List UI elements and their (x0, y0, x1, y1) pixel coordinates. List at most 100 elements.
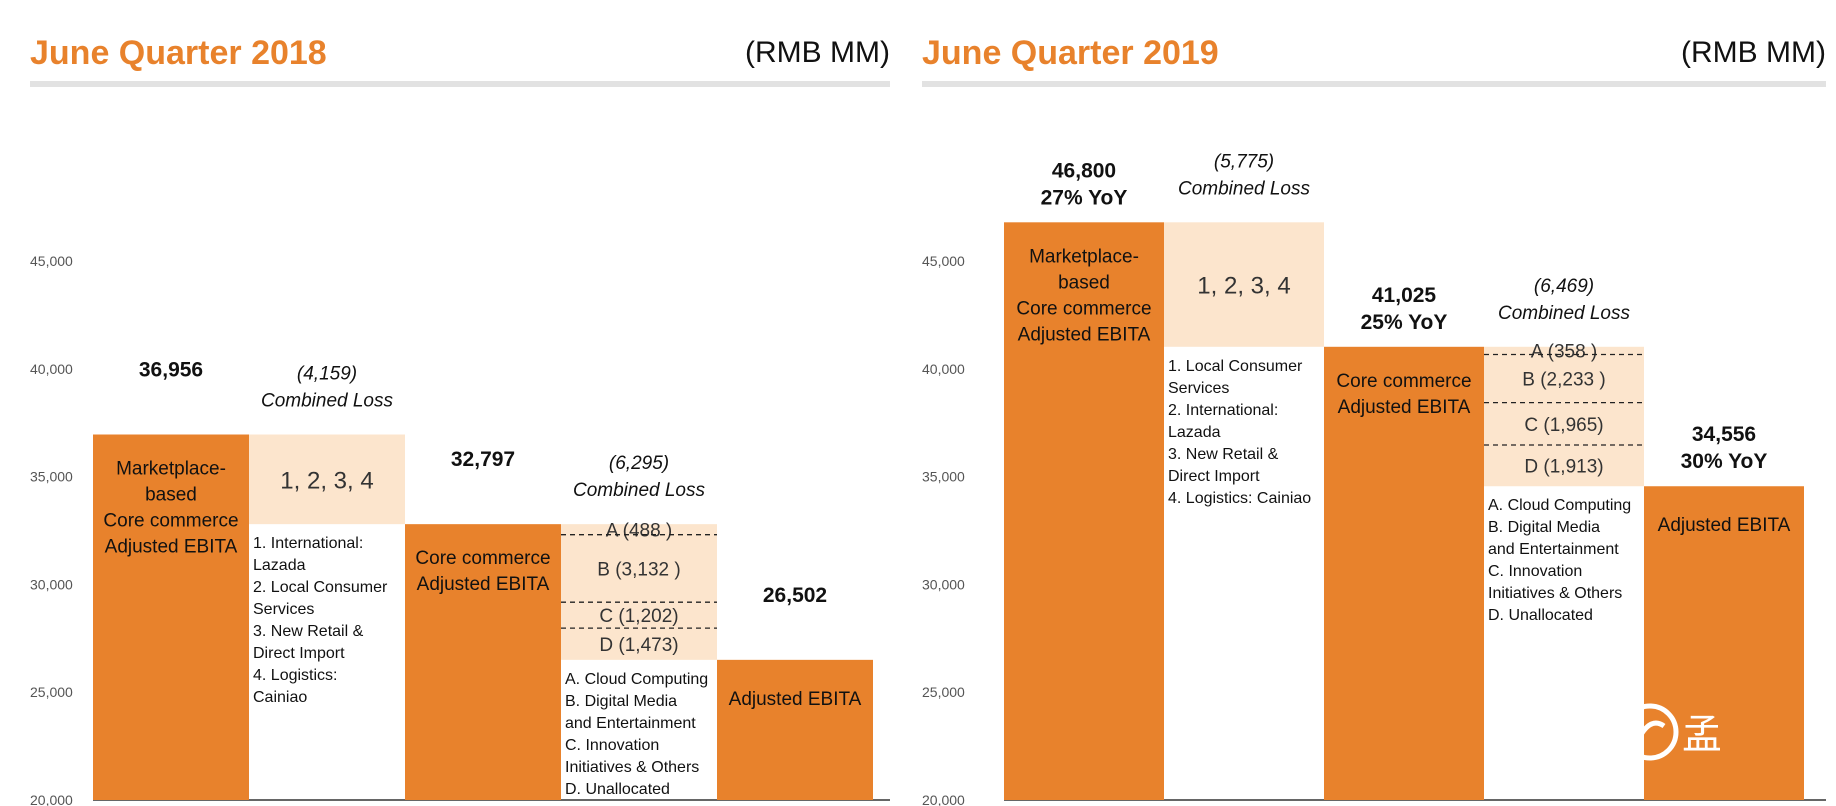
loss-list-item: Direct Import (253, 645, 345, 662)
unit-label: (RMB MM) (1681, 36, 1826, 69)
loss-bar (1164, 222, 1324, 347)
loss-bar (249, 434, 405, 525)
total-bar-group: 36,956 Marketplace-based Core commerce Adju… (93, 359, 249, 800)
total-bar (1004, 222, 1164, 801)
loss-inner-label: 1, 2, 3, 4 (280, 467, 373, 494)
loss-bar-group: (6,469) Combined Loss A (358 ) B (2,233 ) C … (1484, 276, 1644, 624)
loss-list-item: D. Unallocated (565, 781, 670, 798)
loss-list-item: and Entertainment (1488, 541, 1619, 558)
loss-segment-label: A (358 ) (1531, 342, 1598, 363)
bar-inner-label: based (1058, 272, 1110, 293)
bar-yoy-label: 25% YoY (1361, 311, 1448, 334)
loss-list-item: Initiatives & Others (1488, 585, 1622, 602)
bar-inner-label: Core commerce (415, 548, 550, 569)
loss-value-label: (5,775) (1214, 151, 1274, 172)
y-tick-label: 20,000 (922, 792, 965, 806)
loss-sub-label: Combined Loss (573, 480, 706, 501)
loss-bar (1484, 346, 1644, 487)
loss-list-item: Lazada (253, 557, 306, 574)
bar-inner-label: Marketplace- (116, 459, 226, 480)
loss-list-item: 3. New Retail & (253, 623, 364, 640)
watermark-logo-icon (1621, 703, 1679, 761)
bar-value-label: 46,800 (1052, 159, 1116, 182)
loss-segment-label: D (1,913) (1524, 457, 1603, 478)
bar-inner-label: Adjusted EBITA (105, 537, 238, 558)
bar-inner-label: Core commerce (1016, 298, 1151, 319)
loss-list-item: and Entertainment (565, 715, 696, 732)
y-tick-label: 45,000 (922, 253, 965, 269)
loss-bar-group: (6,295) Combined Loss A (488 ) B (3,132 ) C … (561, 453, 717, 798)
panel-june-quarter-2019: June Quarter 2019 (RMB MM) 20,000 25,000 3… (922, 0, 1826, 806)
y-tick-label: 20,000 (30, 792, 73, 806)
total-bar-group: 46,800 27% YoY Marketplace-based Core comme… (1004, 159, 1164, 801)
watermark-text: 孟浩 (1682, 712, 1720, 758)
y-tick-label: 45,000 (30, 253, 73, 269)
loss-list-item: 2. Local Consumer (253, 579, 388, 596)
loss-value-label: (4,159) (297, 364, 357, 385)
loss-list-item: 1. International: (253, 535, 363, 552)
loss-list-item: Services (253, 601, 314, 618)
total-bar-group: 26,502 Adjusted EBITA (717, 584, 873, 800)
loss-segment-label: D (1,473) (599, 635, 678, 656)
bar-value-label: 26,502 (763, 584, 827, 607)
bar-yoy-label: 30% YoY (1681, 450, 1768, 473)
bar-yoy-label: 27% YoY (1041, 186, 1128, 209)
waterfall-chart-2018: 20,000 25,000 30,000 35,000 40,000 45,000 36,9… (30, 253, 890, 806)
loss-list-item: B. Digital Media (565, 693, 677, 710)
loss-list-item: Services (1168, 380, 1229, 397)
loss-list-item: Initiatives & Others (565, 759, 699, 776)
loss-value-label: (6,469) (1534, 276, 1594, 297)
y-tick-label: 30,000 (922, 576, 965, 592)
bar-value-label: 36,956 (139, 359, 203, 382)
bar-inner-label: Adjusted EBITA (417, 574, 550, 595)
unit-label: (RMB MM) (745, 36, 890, 69)
loss-list-item: A. Cloud Computing (1488, 497, 1631, 514)
loss-list-item: Cainiao (253, 689, 307, 706)
loss-segment-label: A (488 ) (606, 520, 673, 541)
y-tick-label: 35,000 (30, 469, 73, 485)
loss-segment-label: C (1,202) (599, 606, 678, 627)
loss-list-item: D. Unallocated (1488, 607, 1593, 624)
y-tick-label: 35,000 (922, 469, 965, 485)
bar-value-label: 41,025 (1372, 284, 1437, 307)
loss-list-item: C. Innovation (565, 737, 659, 754)
loss-list-item: 3. New Retail & (1168, 446, 1279, 463)
bar-inner-label: Core commerce (1336, 371, 1471, 392)
y-tick-label: 30,000 (30, 576, 73, 592)
loss-bar-group: (5,775) Combined Loss 1, 2, 3, 4 1. Local C… (1164, 151, 1324, 507)
watermark-swirl-icon (1635, 720, 1666, 742)
loss-list-item: Direct Import (1168, 468, 1260, 485)
bar-value-label: 34,556 (1692, 423, 1756, 446)
bar-inner-label: Adjusted EBITA (1658, 515, 1791, 536)
loss-sub-label: Combined Loss (1178, 178, 1311, 199)
loss-bar-group: (4,159) Combined Loss 1, 2, 3, 4 1. Interna… (249, 364, 405, 706)
watermark: 孟浩 (1621, 703, 1720, 761)
panel-june-quarter-2018: June Quarter 2018 (RMB MM) 20,000 25,000 3… (30, 0, 890, 806)
title-rule (30, 81, 890, 87)
loss-list-item: C. Innovation (1488, 563, 1582, 580)
loss-list-item: Lazada (1168, 424, 1221, 441)
y-tick-label: 40,000 (30, 361, 73, 377)
chart-title: June Quarter 2019 (922, 34, 1219, 72)
loss-inner-label: 1, 2, 3, 4 (1197, 273, 1290, 300)
bar-inner-label: based (145, 485, 197, 506)
total-bar-group: 32,797 Core commerce Adjusted EBITA (405, 448, 561, 800)
loss-segment-label: B (2,233 ) (1522, 370, 1605, 391)
loss-list-item: A. Cloud Computing (565, 671, 708, 688)
bar-inner-label: Adjusted EBITA (1018, 324, 1151, 345)
loss-list-item: 2. International: (1168, 402, 1278, 419)
bar-value-label: 32,797 (451, 448, 515, 471)
total-bar (405, 524, 561, 800)
loss-segment-label: B (3,132 ) (597, 559, 680, 580)
bar-inner-label: Adjusted EBITA (729, 689, 862, 710)
loss-list-item: 1. Local Consumer (1168, 358, 1303, 375)
y-tick-label: 40,000 (922, 361, 965, 377)
bar-inner-label: Adjusted EBITA (1338, 397, 1471, 418)
bar-inner-label: Marketplace- (1029, 246, 1139, 267)
total-bar (717, 659, 873, 800)
loss-bar (561, 524, 717, 660)
loss-value-label: (6,295) (609, 453, 669, 474)
bar-inner-label: Core commerce (103, 511, 238, 532)
loss-segment-label: C (1,965) (1524, 415, 1603, 436)
title-rule (922, 81, 1826, 87)
